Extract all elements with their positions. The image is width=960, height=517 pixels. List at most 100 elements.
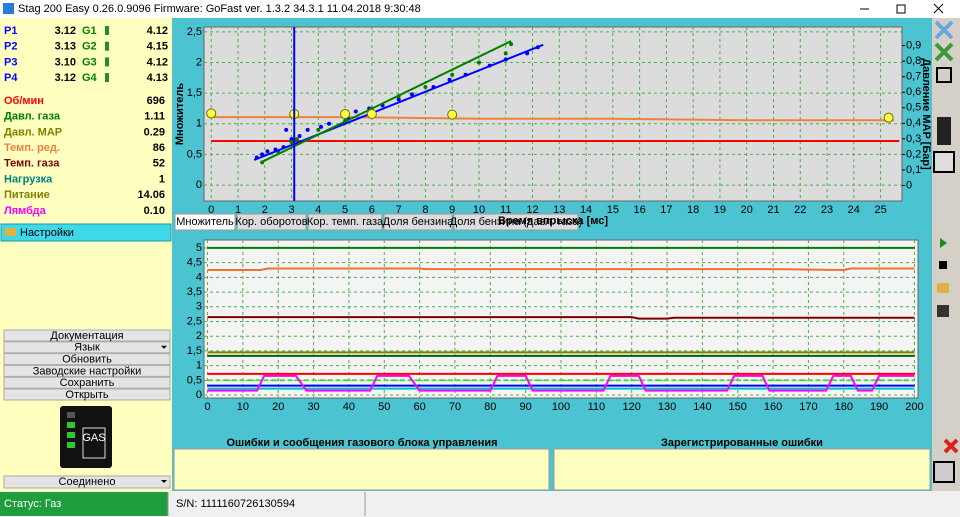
injector-label: P2 [4, 41, 17, 53]
injector-label: G4 [82, 72, 98, 84]
param-value: 0.29 [144, 126, 165, 138]
marker-point [206, 108, 217, 119]
x-tick-label: 110 [588, 401, 606, 413]
settings-label: Настройки [20, 227, 74, 239]
gas-led [67, 432, 75, 438]
data-point [316, 127, 321, 132]
clear-errors[interactable] [943, 438, 959, 454]
side-button-label: Сохранить [60, 377, 115, 389]
y-tick-label: 2,5 [187, 26, 202, 38]
side-button[interactable] [3, 364, 171, 377]
x-tick-label: 60 [413, 401, 425, 413]
data-point [423, 85, 428, 90]
param-value: 52 [153, 158, 165, 170]
tool-icon[interactable] [933, 461, 955, 483]
save-button[interactable] [937, 305, 949, 317]
tool-icon[interactable] [937, 117, 951, 145]
panel-title: Ошибки и сообщения газового блока управл… [226, 437, 497, 449]
x-tick-label: 3 [288, 204, 294, 216]
open-button[interactable] [937, 283, 949, 293]
tab[interactable] [453, 213, 579, 231]
side-button-label: Язык [74, 342, 100, 354]
x-tick-label: 17 [660, 204, 672, 216]
x-tick-label: 15 [607, 204, 619, 216]
window-title: Stag 200 Easy 0.26.0.9096 Firmware: GoFa… [18, 3, 421, 15]
series-line [211, 116, 894, 122]
play-button[interactable] [940, 238, 947, 248]
y-axis-label: Множитель [174, 83, 186, 145]
dropdown-arrow [161, 345, 167, 349]
series-line [207, 316, 915, 320]
x-tick-label: 70 [449, 401, 461, 413]
marker-point [883, 112, 894, 123]
y-tick-label: 1 [196, 360, 202, 372]
connection-label: Соединено [59, 476, 116, 488]
status-state: Статус: Газ [4, 498, 61, 510]
y2-tick-label: 0,4 [906, 117, 921, 129]
series-line [207, 374, 915, 392]
tool-icon[interactable] [936, 67, 952, 83]
data-point [396, 97, 401, 102]
param-label: Нагрузка [4, 173, 53, 185]
tab[interactable] [383, 213, 453, 231]
data-point [265, 149, 270, 154]
tab[interactable] [236, 213, 307, 231]
status-serial: S/N: 1111160726130594 [176, 498, 295, 510]
tool-icon[interactable] [933, 151, 955, 173]
close[interactable] [933, 3, 944, 14]
side-button-label: Заводские настройки [33, 365, 141, 377]
x-tick-label: 11 [500, 204, 511, 216]
x-tick-label: 120 [623, 401, 641, 413]
connection-box[interactable] [3, 475, 171, 489]
tab-label: Множитель [176, 216, 234, 228]
x-tick-label: 200 [905, 401, 923, 413]
param-label: Темп. ред. [4, 142, 60, 154]
stop-button[interactable] [939, 261, 947, 269]
x-tick-label: 30 [307, 401, 319, 413]
tool-icon[interactable] [934, 42, 954, 62]
x-tick-label: 80 [484, 401, 496, 413]
tool-icon[interactable] [934, 20, 954, 40]
x-tick-label: 1 [235, 204, 241, 216]
y-tick-label: 1,5 [187, 345, 202, 357]
injector-label: G2 [82, 41, 97, 53]
restore[interactable] [896, 4, 906, 14]
x-tick-label: 170 [799, 401, 817, 413]
data-point [319, 124, 324, 129]
y-tick-label: 3,5 [187, 286, 202, 298]
data-point [297, 134, 302, 139]
side-button[interactable] [3, 353, 171, 366]
y2-axis-label: Давление MAP [Бар] [920, 58, 932, 170]
y-tick-label: 2 [196, 56, 202, 68]
side-button[interactable] [3, 388, 171, 401]
dropdown-arrow [161, 480, 167, 483]
injector-value: 3.12 [55, 72, 76, 84]
y2-tick-label: 0 [906, 179, 912, 191]
x-tick-label: 140 [693, 401, 711, 413]
param-label: Давл. MAP [4, 126, 62, 138]
param-value: 14.06 [137, 189, 165, 201]
side-button[interactable] [3, 376, 171, 389]
x-axis-label: Время впрыска [мс] [498, 215, 608, 227]
y-tick-label: 0,5 [187, 374, 202, 386]
x-tick-label: 160 [764, 401, 782, 413]
x-tick-label: 12 [526, 204, 538, 216]
injector-value: 4.12 [147, 56, 168, 68]
folder-icon [5, 228, 16, 236]
x-tick-label: 0 [204, 401, 210, 413]
injector-icon [105, 73, 109, 83]
tab[interactable] [174, 213, 236, 231]
data-point [289, 140, 294, 145]
settings-button[interactable] [0, 223, 172, 242]
tab[interactable] [307, 213, 383, 231]
tab-label: Доля бензина (давл. газа) [450, 216, 583, 228]
app-icon [3, 3, 14, 14]
side-button[interactable] [3, 329, 171, 342]
x-tick-label: 130 [658, 401, 676, 413]
x-tick-label: 2 [262, 204, 268, 216]
side-button[interactable] [3, 341, 171, 354]
y-tick-label: 1,5 [187, 87, 202, 99]
param-value: 86 [153, 142, 165, 154]
injector-label: G3 [82, 56, 97, 68]
injector-label: P4 [4, 72, 18, 84]
